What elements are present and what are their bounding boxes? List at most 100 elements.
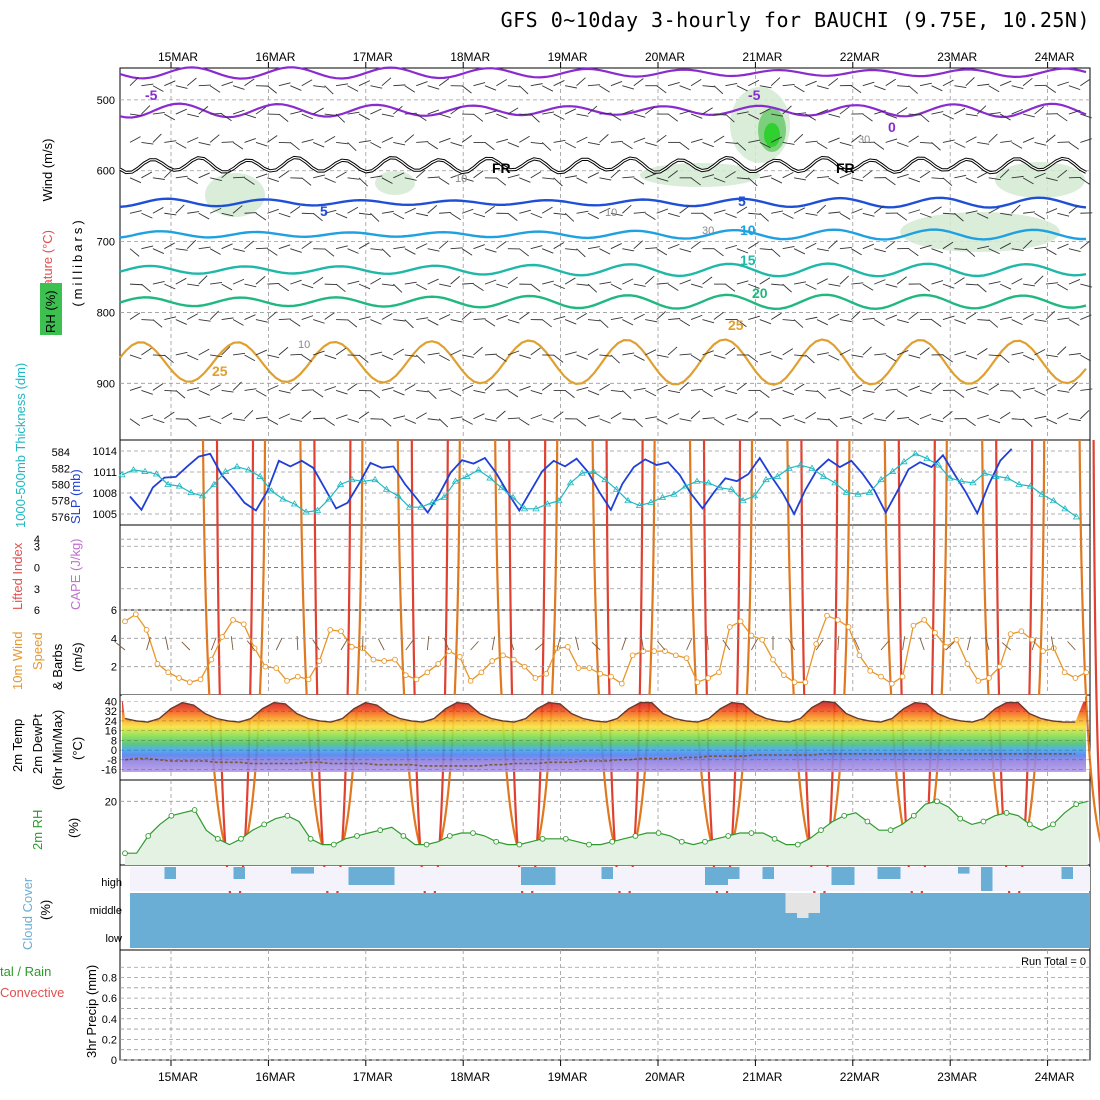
wind-barb <box>335 389 348 395</box>
rh-contour-label: 30 <box>702 225 714 237</box>
wind-barb <box>771 354 783 360</box>
thickness-marker <box>371 475 379 483</box>
wind-barb <box>439 211 452 214</box>
wind-barb <box>519 248 530 257</box>
cloud-high-bar <box>164 867 176 879</box>
wind-barb <box>507 276 518 285</box>
wind-speed-marker <box>608 673 614 680</box>
wind-barb <box>610 140 623 143</box>
wind-barb <box>484 279 497 285</box>
wind-barb <box>645 141 657 147</box>
wind-speed-marker <box>381 658 388 664</box>
wind-barb <box>530 171 542 179</box>
surface-wind-barb <box>1067 641 1076 651</box>
surface-wind-barb <box>312 639 320 651</box>
wind-tick-label: 4 <box>111 633 117 645</box>
wind-barb <box>610 354 620 364</box>
wind-barb <box>335 347 347 356</box>
wind-barb <box>267 85 278 94</box>
wind-barb <box>164 389 177 392</box>
wind-barb <box>645 319 658 323</box>
wind-barb <box>1057 212 1070 217</box>
wind-barb <box>1080 240 1090 250</box>
wind-barb <box>599 112 612 115</box>
wind-barb <box>301 283 314 289</box>
wind-barb <box>599 85 610 93</box>
wind-barb <box>965 113 978 117</box>
wind-barb <box>805 80 817 87</box>
wind-barb <box>976 105 987 115</box>
wind-barb <box>152 177 165 180</box>
wind-barb <box>1023 283 1036 287</box>
wind-barb <box>290 319 301 327</box>
wind-barb <box>587 246 600 250</box>
wind-barb <box>1080 78 1091 87</box>
wind-barb <box>541 85 554 92</box>
wind-barb <box>129 312 141 320</box>
wind-barb <box>782 389 795 396</box>
cloud-high-bar <box>302 867 314 874</box>
wind-barb <box>198 246 211 250</box>
wind-barb <box>851 134 862 143</box>
rh-marker <box>934 798 940 805</box>
wind-barb <box>450 349 462 356</box>
surface-wind-barb <box>509 637 515 651</box>
wind-barb <box>1045 310 1055 320</box>
date-label-top: 21MAR <box>742 50 782 64</box>
wind-barb <box>679 248 692 253</box>
wind-barb <box>301 410 312 420</box>
wind-barb <box>542 111 555 115</box>
wind-barb <box>393 246 406 250</box>
wind-barb <box>507 212 518 221</box>
date-label-bottom: 18MAR <box>450 1070 490 1084</box>
wind-barb <box>358 113 370 121</box>
wind-barb <box>610 113 622 121</box>
wind-barb <box>644 275 655 285</box>
wind-barb <box>805 169 815 179</box>
wind-barb <box>244 388 257 391</box>
wind-barb <box>255 416 268 420</box>
wind-barb <box>896 276 907 285</box>
thickness-marker <box>900 458 908 465</box>
wind-barb <box>816 418 829 421</box>
wind-barb <box>198 389 210 396</box>
wind-speed-marker <box>424 669 431 676</box>
isotherm-15 <box>119 262 1087 278</box>
wind-barb <box>610 212 623 216</box>
wind-barb <box>805 212 818 216</box>
wind-barb <box>919 413 932 420</box>
wind-barb <box>278 413 290 420</box>
thickness-marker <box>704 479 713 486</box>
wind-barb <box>175 142 187 149</box>
wind-barb <box>164 411 175 420</box>
wind-barb <box>610 243 622 250</box>
wind-barb <box>313 174 325 179</box>
wind-barb <box>541 319 552 328</box>
thickness-marker <box>359 477 368 484</box>
wind-barb <box>186 77 197 87</box>
wind-barb <box>221 81 234 87</box>
wind-barb <box>141 245 154 250</box>
wind-barb <box>988 133 998 143</box>
wind-barb <box>393 389 405 396</box>
surface-wind-barb <box>706 636 709 651</box>
wind-barb <box>942 113 955 120</box>
thickness-marker <box>152 470 161 477</box>
wind-barb <box>782 348 794 356</box>
surface-wind-barb <box>788 638 795 651</box>
wind-speed-marker <box>467 677 474 684</box>
thickness-marker <box>670 490 678 497</box>
isotherm-label: FR <box>836 160 855 176</box>
wind-barb <box>793 319 804 328</box>
surface-wind-barb <box>686 637 693 651</box>
wind-barb <box>759 85 772 89</box>
wind-barb <box>565 85 577 89</box>
wind-speed-marker <box>240 621 247 628</box>
slp-axis-title: SLP (mb) <box>68 469 83 524</box>
wind-barb <box>255 390 267 397</box>
wind-barb <box>1011 352 1024 356</box>
wind-barb <box>622 278 634 285</box>
wind-barb <box>164 169 174 179</box>
wind-barb <box>862 81 875 87</box>
wind-barb <box>519 177 531 183</box>
